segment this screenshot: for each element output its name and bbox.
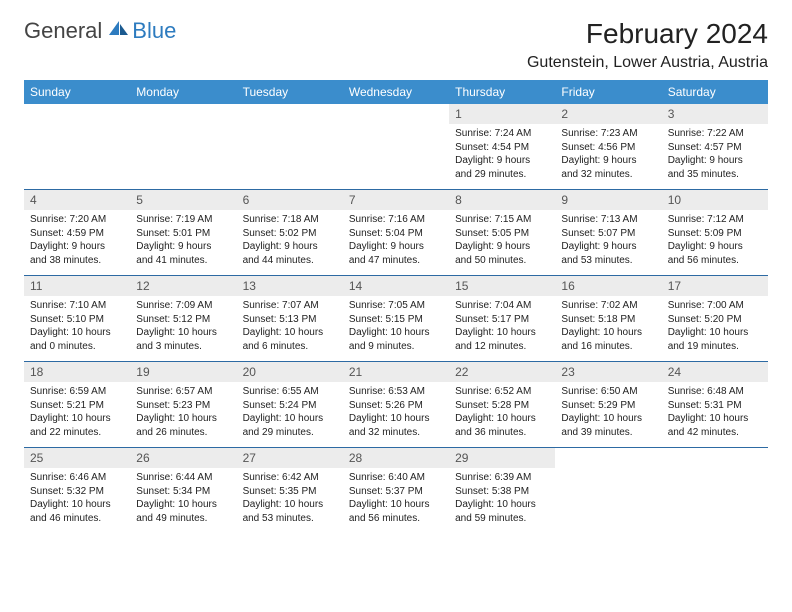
day-detail-cell: Sunrise: 7:05 AMSunset: 5:15 PMDaylight:…	[343, 296, 449, 362]
day-detail-cell: Sunrise: 7:18 AMSunset: 5:02 PMDaylight:…	[237, 210, 343, 276]
day-detail-cell: Sunrise: 7:19 AMSunset: 5:01 PMDaylight:…	[130, 210, 236, 276]
day-detail-cell: Sunrise: 6:44 AMSunset: 5:34 PMDaylight:…	[130, 468, 236, 533]
day-detail-row: Sunrise: 7:24 AMSunset: 4:54 PMDaylight:…	[24, 124, 768, 190]
day-detail-cell: Sunrise: 7:12 AMSunset: 5:09 PMDaylight:…	[662, 210, 768, 276]
day-number-row: 2526272829	[24, 448, 768, 468]
day-detail-cell: Sunrise: 7:04 AMSunset: 5:17 PMDaylight:…	[449, 296, 555, 362]
day-detail-cell	[662, 468, 768, 533]
day-number-cell: 8	[449, 190, 555, 210]
day-of-week-row: Sunday Monday Tuesday Wednesday Thursday…	[24, 80, 768, 104]
day-number-cell: 3	[662, 104, 768, 124]
day-detail-cell: Sunrise: 7:22 AMSunset: 4:57 PMDaylight:…	[662, 124, 768, 190]
day-detail-cell: Sunrise: 6:57 AMSunset: 5:23 PMDaylight:…	[130, 382, 236, 448]
dow-sunday: Sunday	[24, 80, 130, 104]
day-detail-cell: Sunrise: 7:10 AMSunset: 5:10 PMDaylight:…	[24, 296, 130, 362]
day-detail-cell: Sunrise: 7:13 AMSunset: 5:07 PMDaylight:…	[555, 210, 661, 276]
day-number-row: 18192021222324	[24, 362, 768, 382]
day-detail-cell: Sunrise: 7:15 AMSunset: 5:05 PMDaylight:…	[449, 210, 555, 276]
day-detail-cell: Sunrise: 7:16 AMSunset: 5:04 PMDaylight:…	[343, 210, 449, 276]
day-number-cell: 10	[662, 190, 768, 210]
day-detail-cell	[237, 124, 343, 190]
day-number-cell: 7	[343, 190, 449, 210]
day-detail-cell: Sunrise: 6:42 AMSunset: 5:35 PMDaylight:…	[237, 468, 343, 533]
day-number-cell: 1	[449, 104, 555, 124]
day-detail-cell: Sunrise: 7:02 AMSunset: 5:18 PMDaylight:…	[555, 296, 661, 362]
calendar-body: 123Sunrise: 7:24 AMSunset: 4:54 PMDaylig…	[24, 104, 768, 533]
calendar-table: Sunday Monday Tuesday Wednesday Thursday…	[24, 80, 768, 533]
dow-friday: Friday	[555, 80, 661, 104]
day-number-cell: 21	[343, 362, 449, 382]
day-detail-cell: Sunrise: 7:20 AMSunset: 4:59 PMDaylight:…	[24, 210, 130, 276]
day-number-cell	[343, 104, 449, 124]
day-number-cell: 22	[449, 362, 555, 382]
day-detail-row: Sunrise: 6:59 AMSunset: 5:21 PMDaylight:…	[24, 382, 768, 448]
logo-text-general: General	[24, 18, 102, 44]
day-number-cell	[555, 448, 661, 468]
day-detail-row: Sunrise: 7:10 AMSunset: 5:10 PMDaylight:…	[24, 296, 768, 362]
day-number-cell: 13	[237, 276, 343, 296]
day-detail-cell: Sunrise: 6:40 AMSunset: 5:37 PMDaylight:…	[343, 468, 449, 533]
day-detail-cell: Sunrise: 7:23 AMSunset: 4:56 PMDaylight:…	[555, 124, 661, 190]
day-detail-cell	[555, 468, 661, 533]
day-number-cell	[662, 448, 768, 468]
day-number-cell	[130, 104, 236, 124]
dow-wednesday: Wednesday	[343, 80, 449, 104]
dow-thursday: Thursday	[449, 80, 555, 104]
header: General Blue February 2024 Gutenstein, L…	[24, 18, 768, 72]
day-number-cell: 17	[662, 276, 768, 296]
day-number-cell: 27	[237, 448, 343, 468]
location: Gutenstein, Lower Austria, Austria	[527, 54, 768, 72]
day-number-cell: 20	[237, 362, 343, 382]
day-number-cell: 29	[449, 448, 555, 468]
day-detail-cell: Sunrise: 6:39 AMSunset: 5:38 PMDaylight:…	[449, 468, 555, 533]
day-number-cell: 18	[24, 362, 130, 382]
day-detail-cell: Sunrise: 7:09 AMSunset: 5:12 PMDaylight:…	[130, 296, 236, 362]
day-number-cell: 16	[555, 276, 661, 296]
day-number-cell: 23	[555, 362, 661, 382]
day-number-cell	[24, 104, 130, 124]
day-detail-cell: Sunrise: 6:46 AMSunset: 5:32 PMDaylight:…	[24, 468, 130, 533]
day-number-row: 45678910	[24, 190, 768, 210]
day-detail-row: Sunrise: 6:46 AMSunset: 5:32 PMDaylight:…	[24, 468, 768, 533]
dow-monday: Monday	[130, 80, 236, 104]
day-number-cell: 4	[24, 190, 130, 210]
day-number-cell: 15	[449, 276, 555, 296]
day-detail-cell: Sunrise: 7:07 AMSunset: 5:13 PMDaylight:…	[237, 296, 343, 362]
dow-tuesday: Tuesday	[237, 80, 343, 104]
day-number-cell	[237, 104, 343, 124]
day-detail-cell: Sunrise: 6:55 AMSunset: 5:24 PMDaylight:…	[237, 382, 343, 448]
day-detail-cell: Sunrise: 7:00 AMSunset: 5:20 PMDaylight:…	[662, 296, 768, 362]
day-detail-cell: Sunrise: 6:48 AMSunset: 5:31 PMDaylight:…	[662, 382, 768, 448]
day-detail-cell	[24, 124, 130, 190]
day-detail-cell: Sunrise: 6:53 AMSunset: 5:26 PMDaylight:…	[343, 382, 449, 448]
day-number-cell: 28	[343, 448, 449, 468]
logo: General Blue	[24, 18, 176, 44]
logo-sail-icon	[106, 19, 130, 44]
day-detail-cell: Sunrise: 7:24 AMSunset: 4:54 PMDaylight:…	[449, 124, 555, 190]
month-title: February 2024	[527, 18, 768, 50]
day-detail-cell	[343, 124, 449, 190]
day-detail-cell: Sunrise: 6:50 AMSunset: 5:29 PMDaylight:…	[555, 382, 661, 448]
day-number-cell: 11	[24, 276, 130, 296]
day-detail-cell	[130, 124, 236, 190]
day-number-cell: 19	[130, 362, 236, 382]
day-number-cell: 26	[130, 448, 236, 468]
day-number-cell: 5	[130, 190, 236, 210]
day-number-cell: 2	[555, 104, 661, 124]
day-detail-row: Sunrise: 7:20 AMSunset: 4:59 PMDaylight:…	[24, 210, 768, 276]
day-number-cell: 25	[24, 448, 130, 468]
day-number-row: 11121314151617	[24, 276, 768, 296]
title-block: February 2024 Gutenstein, Lower Austria,…	[527, 18, 768, 72]
dow-saturday: Saturday	[662, 80, 768, 104]
day-number-cell: 14	[343, 276, 449, 296]
day-number-cell: 6	[237, 190, 343, 210]
day-number-cell: 24	[662, 362, 768, 382]
day-number-cell: 12	[130, 276, 236, 296]
day-number-cell: 9	[555, 190, 661, 210]
logo-text-blue: Blue	[132, 18, 176, 44]
day-number-row: 123	[24, 104, 768, 124]
day-detail-cell: Sunrise: 6:52 AMSunset: 5:28 PMDaylight:…	[449, 382, 555, 448]
day-detail-cell: Sunrise: 6:59 AMSunset: 5:21 PMDaylight:…	[24, 382, 130, 448]
